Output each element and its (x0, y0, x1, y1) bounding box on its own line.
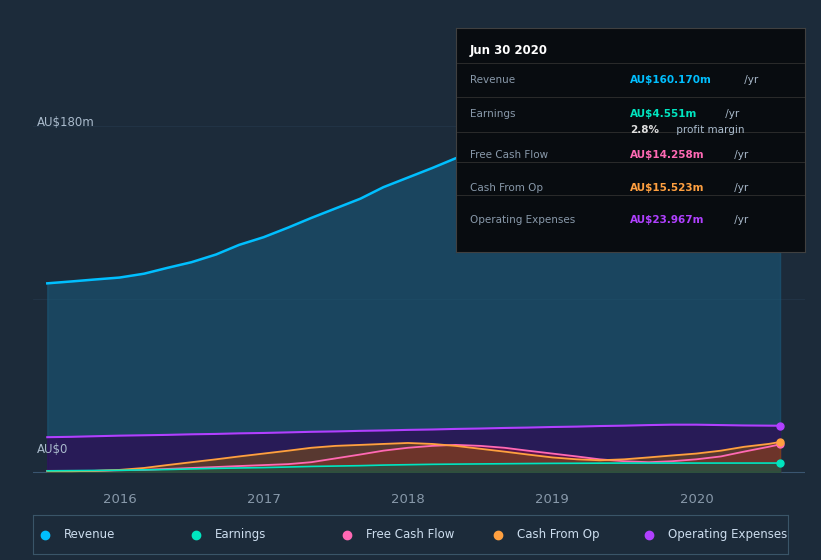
Text: AU$4.551m: AU$4.551m (631, 109, 698, 119)
Text: /yr: /yr (732, 215, 749, 225)
Text: AU$14.258m: AU$14.258m (631, 150, 704, 160)
Text: 2.8%: 2.8% (631, 125, 659, 136)
Text: Operating Expenses: Operating Expenses (470, 215, 575, 225)
Text: /yr: /yr (722, 109, 739, 119)
Text: Revenue: Revenue (64, 528, 115, 542)
Text: Earnings: Earnings (215, 528, 266, 542)
Text: Revenue: Revenue (470, 75, 515, 85)
Text: AU$180m: AU$180m (37, 116, 94, 129)
Text: Cash From Op: Cash From Op (517, 528, 599, 542)
Text: Jun 30 2020: Jun 30 2020 (470, 44, 548, 57)
Text: AU$23.967m: AU$23.967m (631, 215, 704, 225)
Text: Free Cash Flow: Free Cash Flow (366, 528, 454, 542)
Text: Operating Expenses: Operating Expenses (668, 528, 787, 542)
Text: /yr: /yr (732, 183, 749, 193)
Text: profit margin: profit margin (672, 125, 744, 136)
Text: /yr: /yr (741, 75, 759, 85)
Text: Free Cash Flow: Free Cash Flow (470, 150, 548, 160)
Text: AU$160.170m: AU$160.170m (631, 75, 712, 85)
Text: Earnings: Earnings (470, 109, 515, 119)
Text: Cash From Op: Cash From Op (470, 183, 543, 193)
Text: /yr: /yr (732, 150, 749, 160)
Text: AU$0: AU$0 (37, 444, 68, 456)
Text: AU$15.523m: AU$15.523m (631, 183, 704, 193)
